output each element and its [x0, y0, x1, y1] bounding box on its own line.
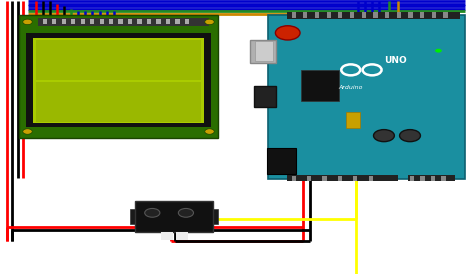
Bar: [109, 19, 113, 24]
Bar: [52, 19, 56, 24]
Bar: [36, 40, 201, 80]
Bar: [26, 33, 211, 127]
Bar: [118, 19, 123, 24]
Bar: [368, 176, 373, 181]
Bar: [385, 12, 389, 18]
Bar: [212, 209, 218, 224]
Bar: [346, 112, 360, 128]
Circle shape: [178, 209, 193, 217]
Circle shape: [145, 209, 160, 217]
Circle shape: [23, 19, 32, 25]
Bar: [176, 232, 188, 240]
Bar: [350, 12, 354, 18]
Bar: [255, 41, 273, 61]
Bar: [353, 176, 357, 181]
Bar: [62, 19, 66, 24]
Bar: [432, 12, 436, 18]
Bar: [397, 12, 401, 18]
Circle shape: [23, 129, 32, 134]
Bar: [38, 18, 209, 26]
Circle shape: [400, 130, 420, 142]
Bar: [408, 12, 412, 18]
Bar: [268, 15, 465, 179]
Bar: [363, 162, 455, 173]
Bar: [100, 19, 104, 24]
Bar: [287, 175, 398, 181]
Bar: [250, 40, 276, 63]
Bar: [384, 49, 429, 68]
Bar: [43, 19, 47, 24]
Bar: [81, 19, 85, 24]
Bar: [408, 175, 455, 181]
Bar: [135, 201, 213, 232]
Bar: [322, 176, 327, 181]
Bar: [301, 70, 339, 101]
Bar: [441, 176, 446, 181]
Bar: [161, 232, 173, 240]
Bar: [287, 12, 460, 19]
Bar: [130, 209, 137, 224]
Bar: [33, 38, 204, 123]
Bar: [292, 176, 296, 181]
Bar: [156, 19, 161, 24]
Bar: [431, 176, 435, 181]
Bar: [36, 82, 201, 122]
Bar: [128, 19, 132, 24]
Bar: [420, 12, 424, 18]
Bar: [420, 176, 425, 181]
Bar: [71, 19, 75, 24]
Bar: [443, 12, 447, 18]
Bar: [175, 19, 180, 24]
Bar: [373, 12, 377, 18]
Bar: [410, 176, 414, 181]
Bar: [315, 12, 319, 18]
Bar: [327, 12, 331, 18]
Bar: [166, 19, 170, 24]
Circle shape: [205, 19, 214, 25]
Bar: [267, 148, 296, 174]
Bar: [19, 15, 218, 138]
Bar: [362, 12, 366, 18]
Bar: [292, 12, 296, 18]
Text: UNO: UNO: [384, 56, 407, 65]
Bar: [147, 19, 151, 24]
Text: Arduino: Arduino: [338, 85, 363, 90]
Circle shape: [275, 26, 300, 40]
Bar: [254, 86, 276, 107]
Circle shape: [435, 49, 442, 53]
Bar: [185, 19, 189, 24]
Bar: [337, 176, 342, 181]
Circle shape: [205, 129, 214, 134]
Bar: [90, 19, 94, 24]
Bar: [307, 176, 311, 181]
Bar: [303, 12, 308, 18]
Bar: [137, 19, 142, 24]
Circle shape: [374, 130, 394, 142]
Bar: [338, 12, 343, 18]
